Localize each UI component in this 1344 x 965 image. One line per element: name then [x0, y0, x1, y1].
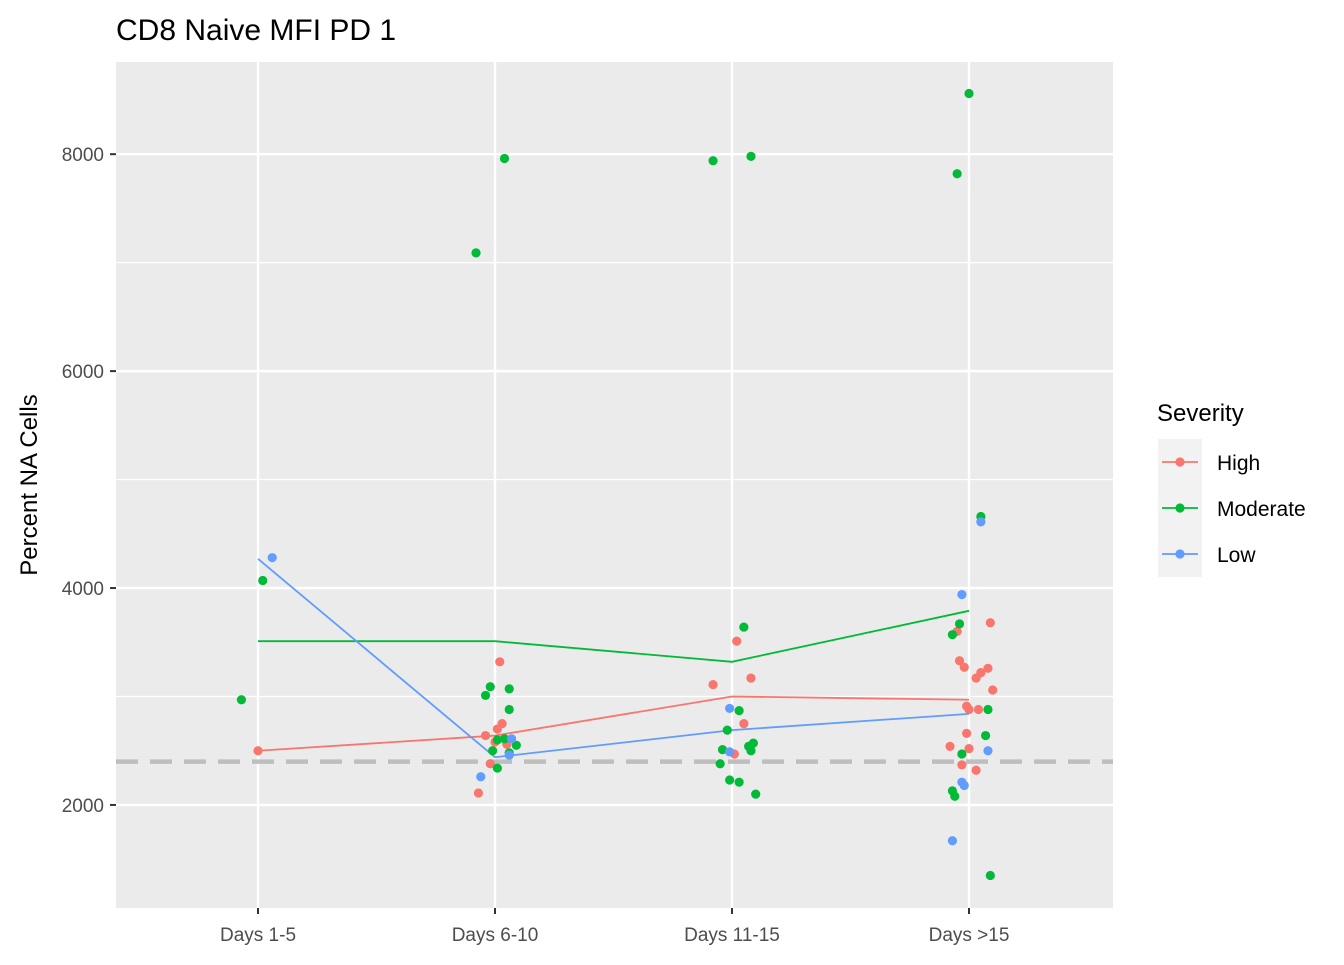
data-point-low: [959, 780, 969, 791]
x-tick-label: Days 11-15: [684, 925, 780, 946]
data-point-high: [985, 618, 995, 628]
grid-lines: [116, 62, 1113, 908]
data-point-moderate: [985, 870, 995, 881]
plot-panel: [116, 62, 1113, 908]
data-point-low: [504, 750, 514, 760]
data-point-low: [506, 734, 517, 744]
data-point-moderate: [983, 704, 993, 715]
data-point-moderate: [471, 248, 481, 258]
data-point-moderate: [954, 619, 965, 629]
data-point-moderate: [746, 151, 756, 161]
data-point-moderate: [964, 88, 974, 99]
legend-label-high: High: [1217, 452, 1260, 475]
legend-key-point: [1175, 549, 1185, 559]
y-tick-label: 4000: [62, 579, 104, 600]
data-point-high: [959, 662, 969, 672]
data-point-moderate: [717, 745, 728, 755]
data-point-low: [976, 517, 986, 527]
data-point-moderate: [511, 740, 521, 750]
y-tick-label: 8000: [62, 145, 104, 166]
data-point-high: [964, 743, 974, 754]
legend-label-moderate: Moderate: [1217, 498, 1306, 521]
data-point-moderate: [734, 777, 744, 787]
data-point-low: [947, 836, 958, 846]
data-point-high: [497, 719, 507, 729]
data-point-high: [253, 746, 263, 756]
data-point-high: [954, 656, 965, 666]
data-point-high: [945, 741, 955, 751]
data-point-high: [495, 657, 505, 667]
data-point-moderate: [236, 695, 247, 705]
data-point-low: [725, 747, 735, 757]
x-tick-label: Days 1-5: [220, 925, 296, 946]
data-points: [236, 88, 998, 881]
data-point-high: [708, 679, 718, 690]
legend-key-point: [1175, 503, 1185, 513]
data-point-moderate: [715, 759, 725, 769]
data-point-moderate: [748, 738, 758, 748]
data-point-moderate: [725, 775, 735, 785]
legend: Severity High Moderate Low: [1157, 400, 1306, 577]
data-point-high: [964, 704, 974, 715]
data-point-moderate: [480, 690, 491, 701]
data-point-moderate: [734, 706, 744, 716]
data-point-low: [476, 772, 486, 782]
data-point-moderate: [950, 791, 960, 801]
data-point-high: [973, 704, 984, 715]
y-axis-label: Percent NA Cells: [16, 394, 43, 575]
data-point-moderate: [980, 730, 991, 741]
data-point-moderate: [499, 153, 510, 164]
data-point-high: [739, 719, 749, 729]
data-point-high: [473, 788, 484, 798]
data-point-moderate: [488, 746, 498, 756]
legend-key-point: [1175, 457, 1185, 467]
data-point-high: [746, 673, 756, 683]
data-point-moderate: [722, 725, 732, 735]
data-point-high: [976, 668, 986, 678]
axes: 2000 4000 6000 8000 Days 1-5 Days 6-10 Days 11…: [62, 145, 1010, 946]
data-point-high: [957, 760, 967, 770]
data-point-moderate: [952, 169, 962, 179]
data-point-moderate: [504, 684, 514, 694]
data-point-high: [971, 765, 981, 775]
data-point-high: [485, 759, 495, 769]
legend-title: Severity: [1157, 400, 1244, 427]
series-line-high: [257, 695, 970, 752]
y-tick-label: 2000: [62, 796, 104, 817]
data-point-high: [962, 728, 972, 738]
data-point-moderate: [485, 682, 495, 692]
data-point-high: [480, 730, 491, 741]
data-point-high: [983, 663, 993, 673]
data-point-moderate: [492, 735, 502, 745]
series-line-low: [257, 558, 970, 759]
data-point-moderate: [739, 622, 749, 632]
data-point-high: [988, 685, 998, 695]
x-tick-label: Days >15: [929, 925, 1010, 946]
data-point-moderate: [751, 789, 761, 799]
data-point-moderate: [258, 575, 268, 586]
data-point-low: [983, 746, 993, 756]
data-point-high: [732, 636, 742, 646]
data-point-moderate: [947, 630, 958, 640]
data-point-moderate: [504, 704, 514, 715]
data-point-moderate: [957, 749, 967, 759]
x-tick-label: Days 6-10: [452, 925, 539, 946]
data-point-low: [725, 703, 735, 714]
y-tick-label: 6000: [62, 362, 104, 383]
data-point-low: [957, 589, 967, 600]
series-lines: [257, 558, 970, 759]
chart-title: CD8 Naive MFI PD 1: [116, 14, 396, 47]
data-point-moderate: [499, 734, 510, 744]
series-line-moderate: [258, 609, 970, 663]
legend-label-low: Low: [1217, 544, 1256, 567]
data-point-moderate: [492, 763, 502, 773]
data-point-moderate: [746, 746, 756, 756]
data-point-low: [267, 553, 277, 563]
data-point-moderate: [708, 156, 718, 166]
